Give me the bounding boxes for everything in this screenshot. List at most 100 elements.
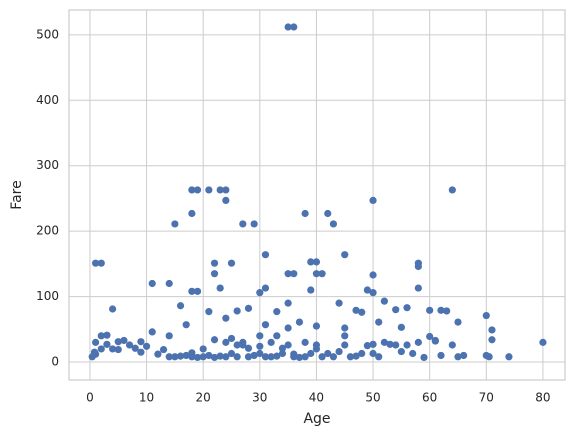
point <box>137 338 145 346</box>
point <box>414 338 422 346</box>
point <box>539 338 547 346</box>
point <box>193 186 202 194</box>
point <box>233 341 241 349</box>
point <box>341 341 349 349</box>
point <box>267 338 275 346</box>
point <box>312 270 321 278</box>
point <box>120 336 128 345</box>
point <box>239 338 247 346</box>
point <box>199 353 207 361</box>
x-tick-label: 50 <box>365 391 380 405</box>
point <box>369 271 377 279</box>
point <box>103 340 111 348</box>
point <box>188 349 196 357</box>
point <box>290 23 298 31</box>
point <box>256 332 264 340</box>
point <box>284 270 292 278</box>
point <box>454 353 462 361</box>
point <box>448 186 456 194</box>
point <box>358 349 366 358</box>
point <box>324 209 332 218</box>
point <box>346 353 355 361</box>
point <box>273 352 281 360</box>
point <box>454 318 462 326</box>
plot-area <box>68 9 566 381</box>
x-tick-label: 60 <box>422 391 437 405</box>
point <box>312 322 321 330</box>
point <box>267 353 275 361</box>
point <box>131 344 139 352</box>
point <box>165 279 173 288</box>
point <box>222 314 230 322</box>
y-tick-label: 0 <box>51 355 59 369</box>
y-tick-label: 200 <box>36 224 59 238</box>
point <box>250 351 258 360</box>
point <box>233 307 241 315</box>
point <box>369 196 377 204</box>
point <box>97 345 105 353</box>
point <box>222 353 230 361</box>
point <box>392 341 400 349</box>
point <box>261 353 270 361</box>
point <box>392 306 400 314</box>
point <box>431 337 439 345</box>
point <box>312 345 321 353</box>
point <box>369 340 377 348</box>
point <box>244 344 253 352</box>
point <box>227 334 236 343</box>
point <box>448 341 456 349</box>
point <box>193 353 202 362</box>
point <box>188 287 196 295</box>
point <box>233 353 241 361</box>
point <box>222 338 230 346</box>
point <box>312 258 321 266</box>
y-axis-label: Fare <box>9 180 25 209</box>
point <box>154 350 162 358</box>
point <box>244 304 253 312</box>
point <box>352 352 360 360</box>
point <box>199 345 207 353</box>
point <box>329 353 338 361</box>
point <box>108 345 117 353</box>
point <box>244 353 253 361</box>
point <box>182 321 190 329</box>
point <box>210 353 219 362</box>
point <box>295 353 304 362</box>
x-tick-label: 40 <box>309 391 324 405</box>
point <box>369 289 377 297</box>
point <box>482 311 490 320</box>
point <box>341 251 349 259</box>
x-tick-label: 70 <box>479 391 494 405</box>
point <box>222 186 230 194</box>
point <box>488 336 496 344</box>
point <box>403 304 411 312</box>
point <box>278 349 287 358</box>
point <box>273 332 281 340</box>
point <box>148 328 156 336</box>
point <box>380 338 388 346</box>
point <box>216 284 224 292</box>
point <box>261 284 270 292</box>
point <box>188 186 196 194</box>
point <box>165 332 173 340</box>
point <box>290 350 298 358</box>
point <box>176 352 185 360</box>
x-tick-label: 0 <box>86 391 94 405</box>
point <box>414 284 422 292</box>
point <box>137 348 145 356</box>
point <box>273 308 281 316</box>
point <box>239 220 247 228</box>
point <box>210 259 219 267</box>
point <box>335 299 343 307</box>
point <box>148 279 156 288</box>
point <box>488 326 496 334</box>
point <box>409 349 417 358</box>
point <box>380 297 388 305</box>
point <box>369 349 377 358</box>
point <box>352 306 360 314</box>
point <box>284 341 292 349</box>
point <box>188 209 196 218</box>
point <box>426 332 434 341</box>
point <box>171 353 179 361</box>
point <box>125 341 134 349</box>
